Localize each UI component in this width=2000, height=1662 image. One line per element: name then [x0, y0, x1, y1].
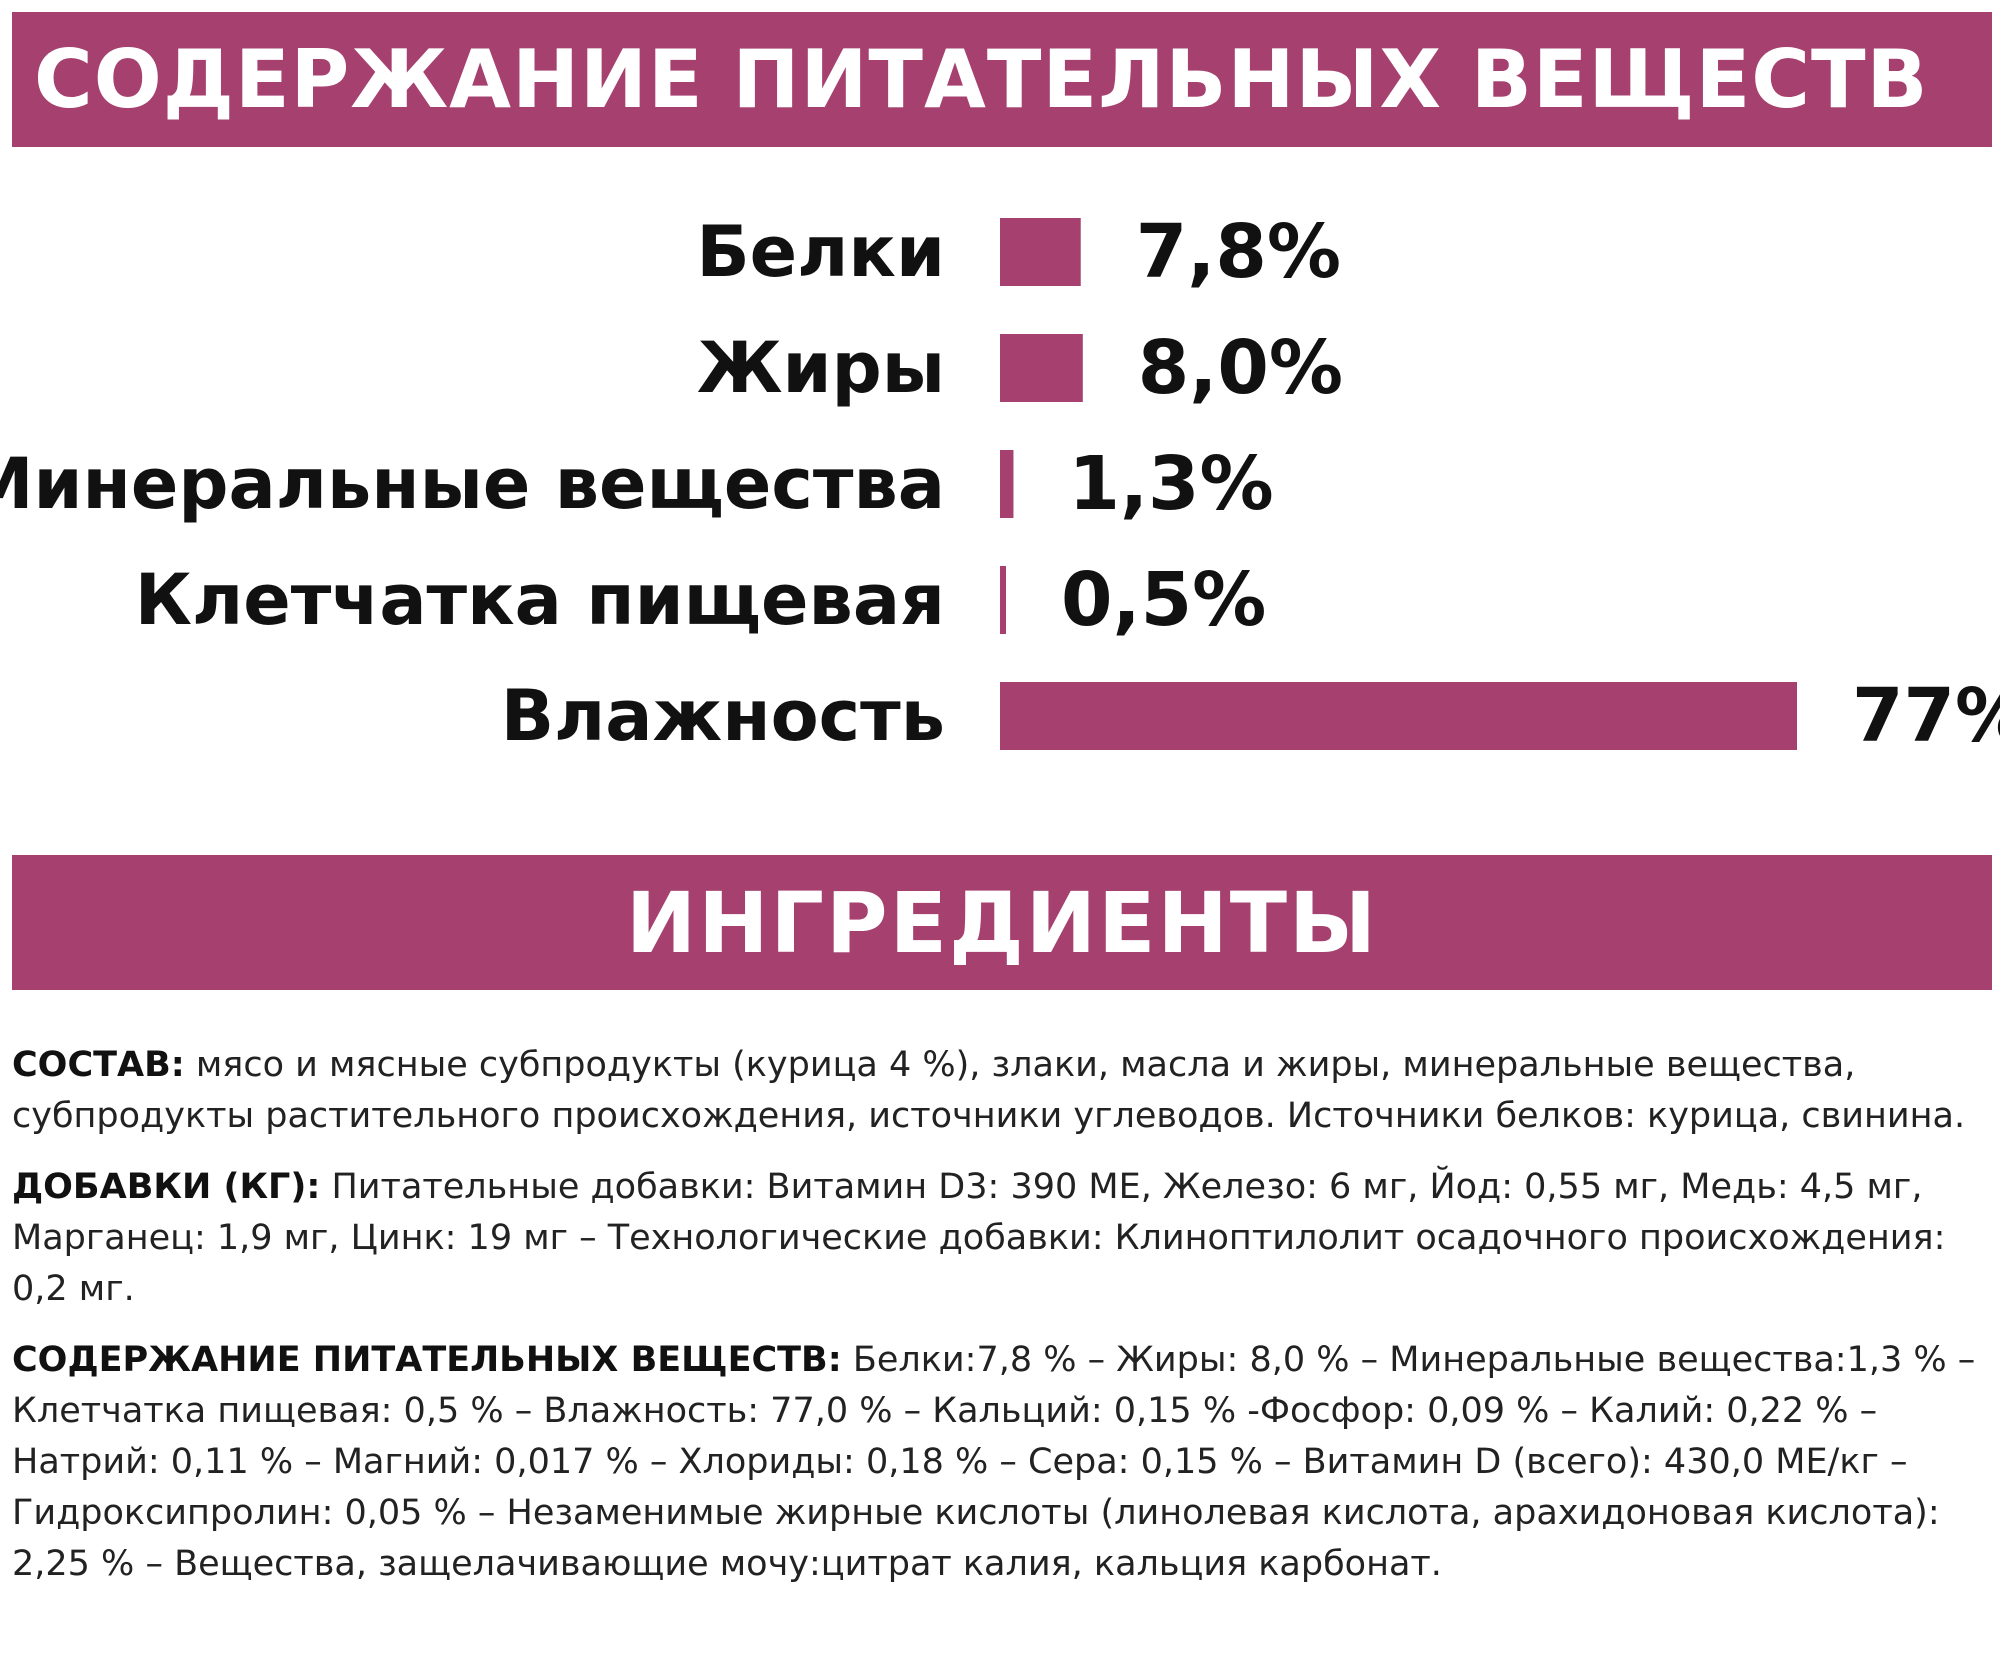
nutrients-header: СОДЕРЖАНИЕ ПИТАТЕЛЬНЫХ ВЕЩЕСТВ — [12, 12, 1992, 147]
nutrient-content-paragraph: СОДЕРЖАНИЕ ПИТАТЕЛЬНЫХ ВЕЩЕСТВ: Белки:7,… — [12, 1335, 1987, 1590]
category-label: Белки — [696, 211, 945, 293]
value-label: 77% — [1852, 673, 2000, 759]
additives-text: Питательные добавки: Витамин D3: 390 МЕ,… — [12, 1167, 1946, 1309]
category-label: Влажность — [501, 675, 945, 757]
category-label: Минеральные вещества — [0, 443, 945, 525]
category-label: Клетчатка пищевая — [135, 559, 945, 641]
composition-label: СОСТАВ: — [12, 1045, 185, 1085]
composition-text: мясо и мясные субпродукты (курица 4 %), … — [12, 1045, 1966, 1136]
bar — [1000, 566, 1006, 634]
additives-label: ДОБАВКИ (КГ): — [12, 1167, 321, 1207]
ingredients-text: СОСТАВ: мясо и мясные субпродукты (куриц… — [12, 1040, 1987, 1610]
bar — [1000, 682, 1797, 750]
nutrient-content-label: СОДЕРЖАНИЕ ПИТАТЕЛЬНЫХ ВЕЩЕСТВ: — [12, 1340, 842, 1380]
bar — [1000, 450, 1014, 518]
category-label: Жиры — [697, 327, 945, 409]
bar — [1000, 334, 1083, 402]
additives-paragraph: ДОБАВКИ (КГ): Питательные добавки: Витам… — [12, 1162, 1987, 1315]
value-label: 1,3% — [1068, 441, 1273, 527]
nutrients-title: СОДЕРЖАНИЕ ПИТАТЕЛЬНЫХ ВЕЩЕСТВ — [34, 33, 1929, 126]
ingredients-title: ИНГРЕДИЕНТЫ — [625, 873, 1379, 972]
composition-paragraph: СОСТАВ: мясо и мясные субпродукты (куриц… — [12, 1040, 1987, 1142]
ingredients-header: ИНГРЕДИЕНТЫ — [12, 855, 1992, 990]
nutrients-bar-chart: Белки 7,8% Жиры 8,0% Минеральные вещества 1,3… — [0, 209, 2000, 759]
nutrient-content-text: Белки:7,8 % – Жиры: 8,0 % – Минеральные … — [12, 1340, 1976, 1584]
value-label: 7,8% — [1136, 209, 1341, 295]
value-label: 0,5% — [1061, 557, 1266, 643]
bar — [1000, 218, 1081, 286]
value-label: 8,0% — [1138, 325, 1343, 411]
